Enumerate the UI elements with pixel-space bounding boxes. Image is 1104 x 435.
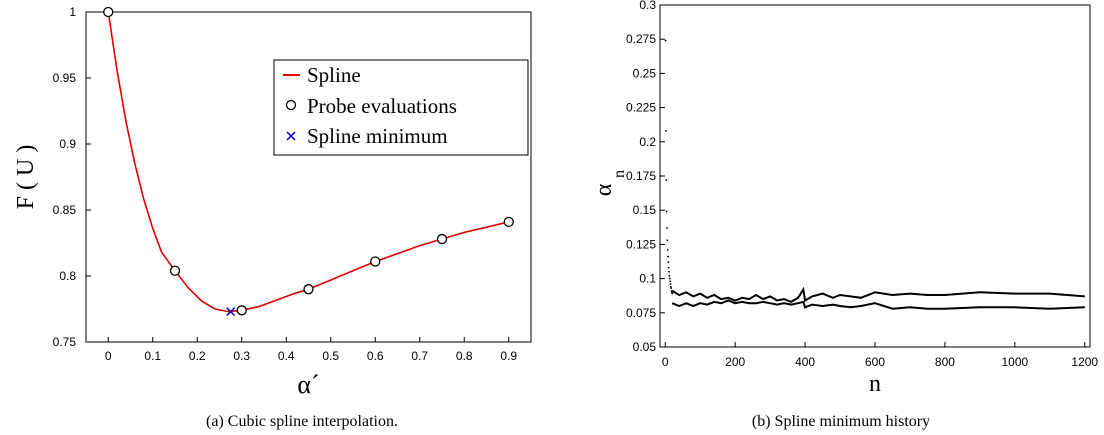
panel-b-data — [664, 39, 1085, 310]
panel-a-x-tick-label: 0 — [105, 349, 112, 363]
panel-a-x-tick-label: 0.6 — [367, 349, 384, 363]
panel-b-x-tick-label: 0 — [662, 355, 669, 369]
spline-minimum-marker — [226, 307, 236, 317]
panel-b-minimum-history: 0 200 400 600 800 1000 1200 0.05 0.075 0.1 0.125 0.… — [591, 0, 1098, 430]
panel-a-x-tick-label: 0.1 — [144, 349, 161, 363]
legend-minimum-label: Spline minimum — [307, 124, 448, 148]
probe-evaluation-point — [503, 216, 514, 228]
panel-b-x-tick-label: 1200 — [1071, 355, 1098, 369]
alpha-history-point — [667, 255, 669, 258]
panel-b-x-tick-label: 800 — [935, 355, 955, 369]
alpha-history-upper-band — [671, 286, 1085, 304]
alpha-history-point — [671, 292, 674, 295]
panel-a-y-tick-label: 0.85 — [53, 203, 77, 217]
panel-a-y-tick-label: 0.75 — [53, 335, 77, 349]
panel-b-y-tick-label: 0.175 — [626, 169, 656, 183]
panel-a-x-axis-label: α´ — [297, 370, 319, 399]
panel-a-x-tick-label: 0.2 — [189, 349, 206, 363]
alpha-history-point — [668, 274, 671, 277]
panel-a-y-tick-label: 0.95 — [53, 71, 77, 85]
panel-b-x-tick-label: 1000 — [1001, 355, 1028, 369]
panel-a-plot-frame — [85, 11, 532, 343]
legend-minimum-swatch — [286, 131, 296, 141]
alpha-history-point — [669, 285, 672, 288]
alpha-history-point — [668, 270, 670, 273]
panel-b-y-axis-label: α n — [591, 170, 628, 196]
panel-b-y-axis-symbol: α — [591, 183, 617, 196]
alpha-history-point — [666, 248, 669, 251]
panel-b-y-tick-label: 0.125 — [626, 237, 656, 251]
probe-evaluation-point — [303, 284, 314, 295]
probe-evaluation-point — [370, 256, 381, 267]
panel-a-x-tick-label: 0.3 — [233, 349, 250, 363]
panel-b-x-tick-label: 600 — [865, 355, 885, 369]
panel-a-spline-interpolation: 0 0.1 0.2 0.3 0.4 0.5 0.6 0.7 0.8 0.9 0.75 0.8 0.85 0… — [13, 5, 532, 430]
panel-b-y-tick-label: 0.075 — [626, 306, 656, 320]
probe-evaluation-point — [103, 6, 114, 18]
panel-a-x-tick-label: 0.8 — [456, 349, 473, 363]
panel-b-x-tick-label: 200 — [725, 355, 745, 369]
panel-a-data — [103, 6, 514, 317]
alpha-history-point — [664, 39, 667, 42]
panel-b-y-tick-label: 0.1 — [639, 272, 656, 286]
panel-b-caption: (b) Spline minimum history — [752, 413, 930, 430]
alpha-history-point — [668, 277, 671, 280]
legend-probe-label: Probe evaluations — [307, 94, 457, 118]
alpha-history-point — [666, 239, 669, 242]
panel-b-y-tick-label: 0.2 — [639, 135, 656, 149]
probe-evaluation-point — [169, 265, 181, 276]
probe-evaluation-point — [236, 305, 247, 316]
panel-b-y-tick-label: 0.275 — [626, 32, 656, 46]
panel-b-x-tick-label: 400 — [795, 355, 815, 369]
panel-a-axes: 0 0.1 0.2 0.3 0.4 0.5 0.6 0.7 0.8 0.9 0.75 0.8 0.85 0… — [53, 5, 532, 363]
panel-a-legend: Spline Probe evaluations Spline minimum — [273, 59, 529, 156]
panel-a-y-tick-label: 0.9 — [59, 137, 76, 151]
alpha-history-lower-band — [671, 299, 1085, 310]
legend-spline-label: Spline — [307, 63, 361, 87]
panel-b-y-axis-subscript: n — [611, 170, 628, 178]
alpha-history-point — [665, 179, 668, 182]
panel-b-y-tick-label: 0.225 — [626, 101, 656, 115]
alpha-history-point — [665, 210, 668, 213]
alpha-history-point — [666, 227, 668, 229]
spline-curve — [107, 11, 509, 313]
panel-a-x-tick-label: 0.4 — [278, 349, 295, 363]
panel-b-y-tick-label: 0.3 — [639, 0, 656, 12]
alpha-history-point — [669, 283, 672, 285]
alpha-history-point — [667, 266, 670, 269]
panel-b-plot-frame — [659, 4, 1091, 348]
panel-b-y-tick-label: 0.15 — [633, 203, 657, 217]
alpha-history-point — [670, 287, 673, 290]
panel-b-y-tick-label: 0.25 — [633, 66, 657, 80]
panel-a-y-tick-label: 1 — [69, 5, 76, 19]
legend-probe-swatch — [285, 99, 297, 111]
spline-minimum-stroke — [226, 307, 236, 317]
alpha-history-point — [665, 129, 667, 132]
panel-a-y-axis-label: F ( U ) — [13, 145, 39, 210]
panel-a-y-tick-label: 0.8 — [59, 269, 76, 283]
panel-a-x-tick-label: 0.9 — [500, 349, 517, 363]
alpha-history-point — [667, 261, 670, 264]
panel-b-axes: 0 200 400 600 800 1000 1200 0.05 0.075 0.1 0.125 0.… — [626, 0, 1098, 369]
panel-a-x-tick-label: 0.7 — [411, 349, 428, 363]
legend-box — [273, 59, 529, 156]
panel-b-y-tick-label: 0.05 — [633, 340, 657, 354]
probe-evaluation-point — [436, 233, 448, 245]
alpha-history-point — [669, 280, 672, 283]
panel-a-x-tick-label: 0.5 — [322, 349, 339, 363]
panel-b-x-axis-label: n — [869, 371, 881, 397]
panel-a-caption: (a) Cubic spline interpolation. — [206, 413, 398, 430]
